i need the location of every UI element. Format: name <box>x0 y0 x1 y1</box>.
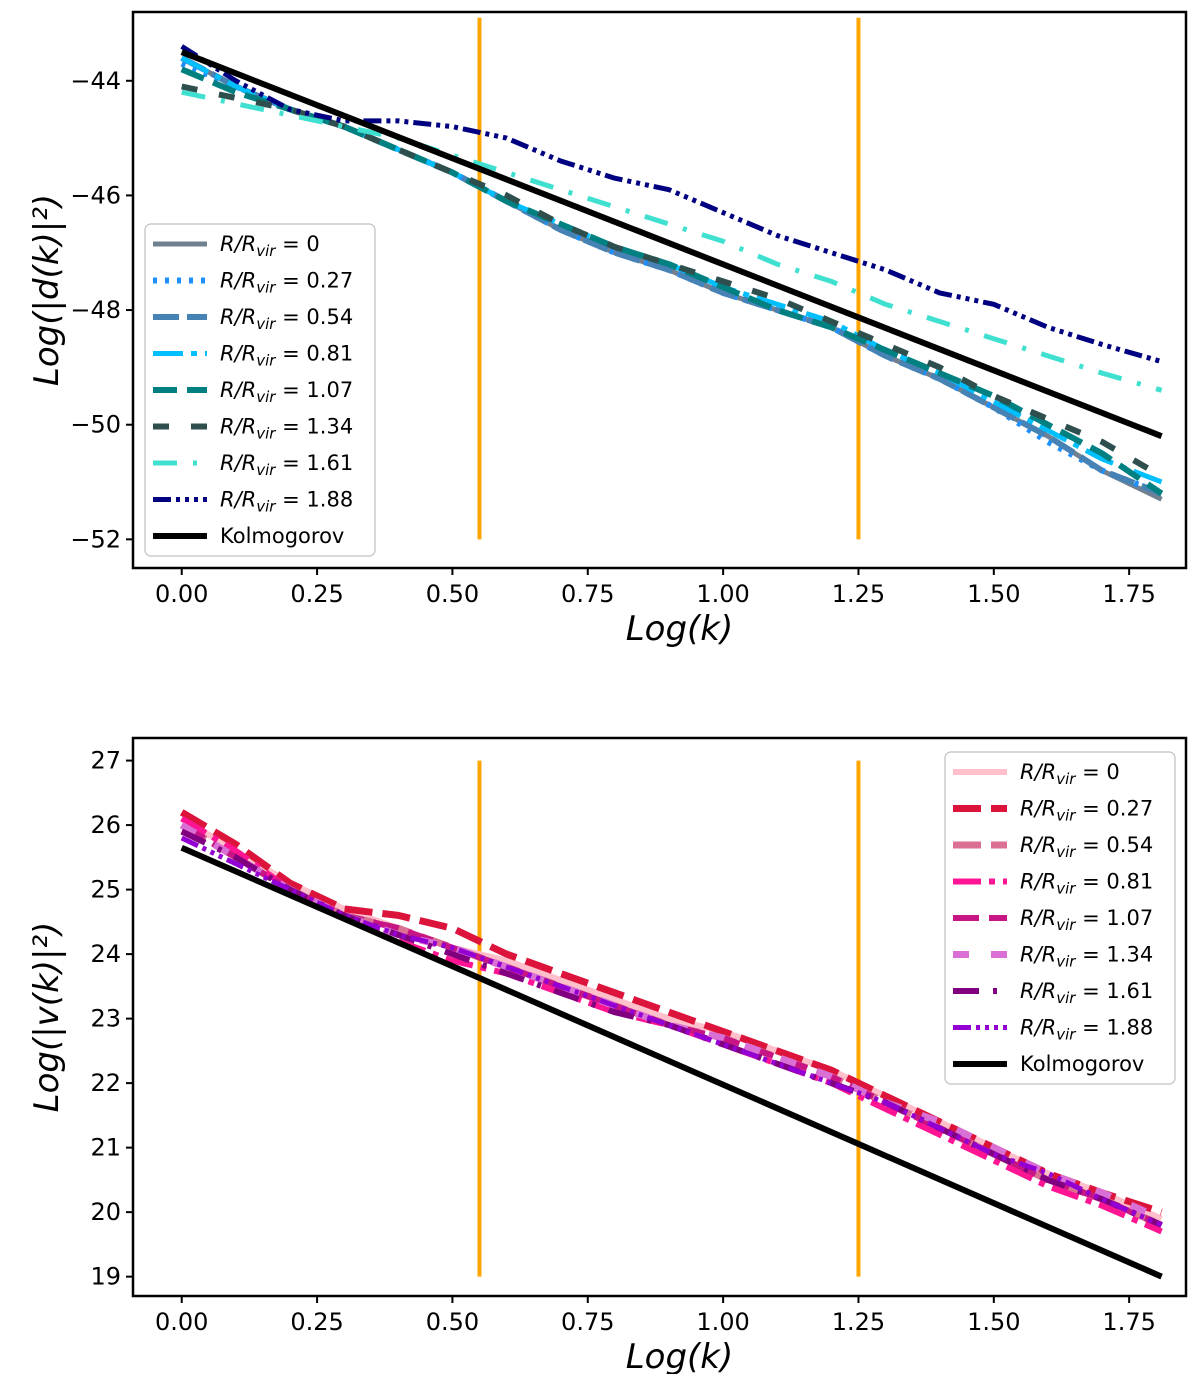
plot-area <box>179 760 1163 1280</box>
legend-label: R/Rvir = 1.34 <box>220 415 353 443</box>
y-tick-label: −46 <box>70 181 121 209</box>
x-axis-label: Log(k) <box>626 1337 734 1374</box>
legend-label: Kolmogorov <box>1020 1052 1144 1076</box>
y-tick-label: 20 <box>90 1198 121 1226</box>
x-tick-label: 0.00 <box>155 580 208 608</box>
series-line-8 <box>180 844 1163 1280</box>
x-tick-label: 0.50 <box>426 1308 479 1336</box>
legend-label: R/Rvir = 0.54 <box>1020 833 1153 861</box>
series-line-6 <box>181 89 1163 393</box>
legend-label: Kolmogorov <box>220 524 344 548</box>
legend-label: R/Rvir = 1.88 <box>220 488 353 516</box>
series-line-5 <box>181 83 1164 479</box>
top-panel-chart: 0.00 0.25 0.50 0.75 1.00 1.25 1.50 1.75 −52 −50 −4… <box>27 10 1188 649</box>
y-tick-label: −52 <box>70 525 121 553</box>
x-tick-label: 0.25 <box>290 580 343 608</box>
y-axis-label: Log(|d(k)|²) <box>27 194 67 386</box>
x-tick-label: 1.25 <box>832 1308 885 1336</box>
axes-frame <box>131 736 1188 1298</box>
x-axis-label: Log(k) <box>626 609 734 649</box>
x-tick-label: 1.00 <box>696 580 749 608</box>
y-tick-label: −44 <box>70 67 121 95</box>
legend-label: R/Rvir = 0.81 <box>220 342 353 370</box>
x-tick-label: 0.75 <box>561 580 614 608</box>
legend-label: R/Rvir = 0 <box>1020 760 1120 788</box>
legend-label: R/Rvir = 1.88 <box>1020 1016 1153 1044</box>
y-tick-label: 26 <box>90 811 121 839</box>
y-tick-label: 24 <box>90 940 121 968</box>
legend-label: R/Rvir = 1.61 <box>1020 979 1153 1007</box>
y-tick-label: 21 <box>90 1134 121 1162</box>
x-tick-label: 0.50 <box>426 580 479 608</box>
legend-label: R/Rvir = 1.34 <box>1020 943 1153 971</box>
x-tick-label: 1.50 <box>967 580 1020 608</box>
legend-label: R/Rvir = 0.54 <box>220 305 353 333</box>
legend-label: R/Rvir = 1.07 <box>220 378 353 406</box>
legend-label: R/Rvir = 0.81 <box>1020 870 1153 898</box>
y-axis-label: Log(|v(k)|²) <box>27 922 67 1113</box>
axes-frame <box>131 10 1188 570</box>
bottom-panel-chart: 0.00 0.25 0.50 0.75 1.00 1.25 1.50 1.75 19 20 21 22… <box>27 736 1188 1374</box>
x-tick-label: 0.00 <box>155 1308 208 1336</box>
series-line-7 <box>180 835 1163 1228</box>
y-tick-label: 25 <box>90 876 121 904</box>
legend: R/Rvir = 0 R/Rvir = 0.27 R/Rvir = 0.54 R/Rv… <box>944 751 1176 1085</box>
series-line-8 <box>180 49 1163 439</box>
y-tick-label: 23 <box>90 1005 121 1033</box>
legend-label: R/Rvir = 1.61 <box>220 451 353 479</box>
y-tick-label: −48 <box>70 296 121 324</box>
y-tick-label: 27 <box>90 747 121 775</box>
legend-label: R/Rvir = 0 <box>220 232 320 260</box>
x-tick-label: 1.00 <box>696 1308 749 1336</box>
x-tick-label: 0.75 <box>561 1308 614 1336</box>
y-tick-label: 22 <box>90 1069 121 1097</box>
x-tick-label: 0.25 <box>290 1308 343 1336</box>
plot-area <box>180 17 1164 540</box>
y-tick-label: 19 <box>90 1263 121 1291</box>
x-tick-label: 1.75 <box>1102 580 1155 608</box>
x-tick-label: 1.75 <box>1102 1308 1155 1336</box>
legend-label: R/Rvir = 1.07 <box>1020 906 1153 934</box>
legend: R/Rvir = 0 R/Rvir = 0.27 R/Rvir = 0.54 R/Rv… <box>144 223 376 557</box>
legend-label: R/Rvir = 0.27 <box>1020 797 1153 825</box>
legend-box <box>944 751 1176 1085</box>
series-line-5 <box>179 822 1163 1222</box>
x-tick-label: 1.25 <box>832 580 885 608</box>
legend-label: R/Rvir = 0.27 <box>220 269 353 297</box>
series-line-7 <box>180 44 1163 365</box>
x-tick-label: 1.50 <box>967 1308 1020 1336</box>
legend-box <box>144 223 376 557</box>
y-tick-label: −50 <box>70 411 121 439</box>
